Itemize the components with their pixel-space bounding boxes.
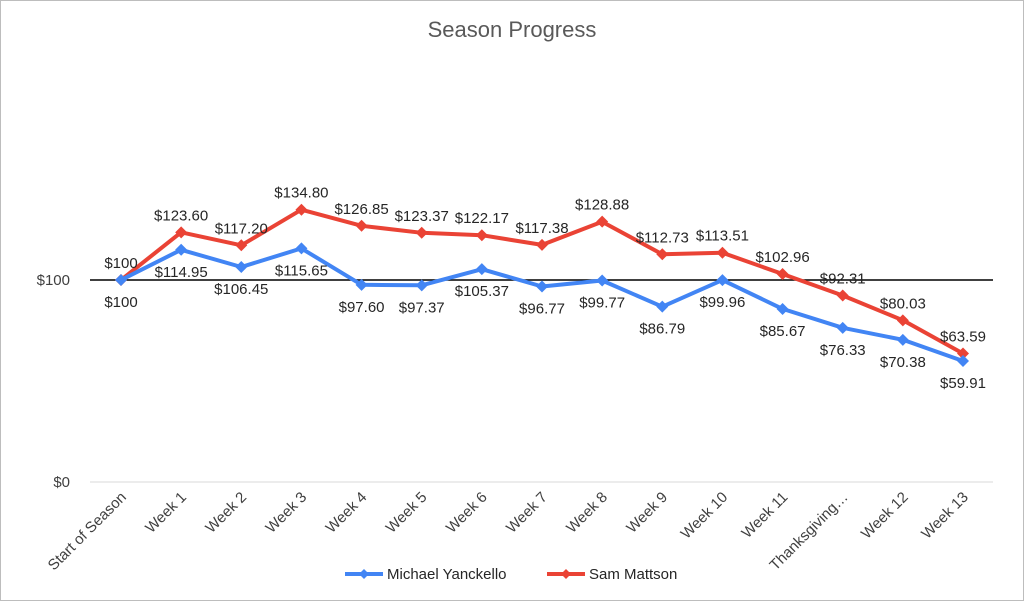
series-0-data-label-2: $106.45	[214, 281, 268, 298]
series-1-marker-2	[235, 239, 248, 252]
x-tick-label-13: Week 12	[858, 489, 912, 543]
x-tick-label-11: Week 11	[738, 489, 791, 542]
series-0-marker-14	[957, 354, 969, 367]
series-1-marker-5	[415, 226, 428, 239]
series-1-data-label-5: $123.37	[395, 208, 449, 225]
x-tick-label-3: Week 3	[262, 489, 310, 537]
legend-marker-0	[359, 569, 369, 579]
y-tick-label-1: $100	[37, 272, 70, 289]
chart-title: Season Progress	[428, 17, 597, 42]
series-0-data-label-9: $86.79	[639, 321, 685, 338]
y-tick-label-0: $0	[53, 474, 70, 491]
series-1-data-label-13: $80.03	[880, 295, 926, 312]
series-0-marker-2	[235, 260, 248, 273]
series-0-marker-1	[175, 243, 188, 256]
x-tick-label-4: Week 4	[323, 489, 371, 537]
series-1-marker-14	[957, 347, 969, 360]
series-0-marker-4	[355, 278, 368, 291]
series-0-marker-5	[415, 279, 428, 292]
series-1-data-label-6: $122.17	[455, 210, 509, 227]
series-0-marker-7	[536, 280, 548, 293]
series-1-marker-13	[896, 314, 909, 327]
x-tick-label-14: Week 13	[918, 489, 972, 543]
series-1-data-label-1: $123.60	[154, 207, 208, 224]
series-0-marker-3	[295, 242, 308, 255]
series-0-data-label-6: $105.37	[455, 283, 509, 300]
series-1-marker-4	[355, 219, 368, 232]
series-0-data-label-5: $97.37	[399, 299, 445, 316]
x-tick-label-8: Week 8	[563, 489, 611, 537]
series-0-data-label-1: $114.95	[155, 264, 208, 281]
series-1-data-label-10: $113.51	[696, 228, 749, 245]
series-1-data-label-4: $126.85	[334, 201, 388, 218]
series-0-data-label-12: $76.33	[820, 342, 866, 359]
x-tick-label-5: Week 5	[383, 489, 431, 537]
series-0-data-label-3: $115.65	[275, 262, 328, 279]
series-0-marker-6	[475, 263, 488, 276]
series-0-marker-0	[115, 274, 127, 286]
x-tick-label-1: Week 1	[142, 489, 190, 537]
series-0-data-label-13: $70.38	[880, 354, 926, 371]
series-0-data-label-7: $96.77	[519, 301, 565, 318]
x-tick-label-2: Week 2	[202, 489, 250, 537]
legend-label-1: Sam Mattson	[589, 566, 677, 583]
series-1-marker-10	[716, 246, 729, 259]
x-tick-label-7: Week 7	[503, 489, 551, 537]
series-0-marker-9	[656, 300, 669, 313]
series-1-data-label-0: $100	[104, 255, 137, 272]
series-0-marker-8	[596, 274, 609, 287]
series-0-data-label-8: $99.77	[579, 294, 625, 311]
series-0-data-label-10: $99.96	[699, 294, 745, 311]
series-0-marker-10	[716, 274, 729, 287]
series-1-data-label-7: $117.38	[515, 220, 568, 237]
series-0-marker-13	[896, 333, 909, 346]
series-0-marker-12	[836, 321, 849, 334]
series-0-data-label-11: $85.67	[760, 323, 806, 340]
series-1-data-label-8: $128.88	[575, 197, 629, 214]
series-1-data-label-2: $117.20	[215, 220, 268, 237]
series-1-data-label-3: $134.80	[274, 185, 328, 202]
series-1-marker-6	[475, 229, 488, 242]
series-1-marker-1	[175, 226, 188, 239]
series-0-data-label-4: $97.60	[339, 299, 385, 316]
series-1-data-label-9: $112.73	[636, 229, 689, 246]
series-1-data-label-11: $102.96	[755, 249, 809, 266]
x-tick-label-9: Week 9	[623, 489, 671, 537]
series-1-marker-11	[776, 268, 789, 281]
series-1-marker-8	[596, 215, 609, 228]
x-tick-label-10: Week 10	[678, 489, 732, 543]
series-1-marker-12	[836, 289, 849, 302]
series-1-marker-3	[295, 203, 308, 216]
x-tick-label-6: Week 6	[443, 489, 491, 537]
legend-label-0: Michael Yanckello	[387, 566, 507, 583]
legend-marker-1	[561, 569, 571, 579]
series-0-data-label-14: $59.91	[940, 375, 986, 392]
series-1-marker-7	[536, 238, 548, 251]
series-0-marker-11	[776, 302, 789, 315]
series-0-data-label-0: $100	[104, 294, 137, 311]
series-1-data-label-14: $63.59	[940, 329, 986, 346]
series-1-data-label-12: $92.31	[820, 271, 866, 288]
series-1-marker-9	[656, 248, 669, 261]
x-tick-label-0: Start of Season	[45, 489, 130, 574]
